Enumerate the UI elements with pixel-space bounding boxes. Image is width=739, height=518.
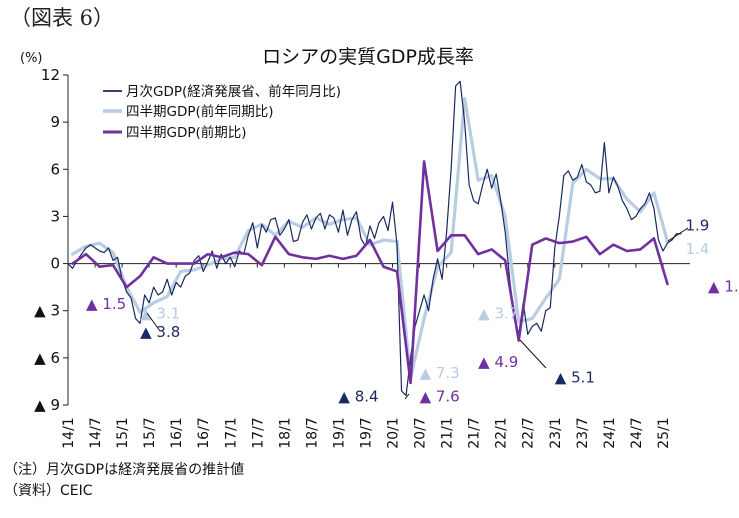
data-label: ▲ 3.7 <box>478 304 518 322</box>
x-tick-label: 14/1 <box>61 417 77 448</box>
x-tick-label: 15/1 <box>115 417 131 448</box>
data-label: ▲ 1.3 <box>708 278 739 296</box>
x-tick-label: 21/7 <box>467 417 483 448</box>
annotation-leader <box>146 312 161 332</box>
legend-label-quarterly_yoy: 四半期GDP(前年同期比) <box>126 103 274 120</box>
chart-title: ロシアの実質GDP成長率 <box>262 46 474 68</box>
x-tick-label: 17/7 <box>250 417 266 448</box>
series-line-quarterly_qoq <box>71 160 669 385</box>
series-line-monthly <box>67 80 682 397</box>
data-label: ▲ 4.9 <box>478 353 518 371</box>
x-tick-label: 25/1 <box>656 417 672 448</box>
legend-label-monthly: 月次GDP(経済発展省、前年同月比) <box>126 83 341 100</box>
data-label: ▲ 7.6 <box>420 388 460 406</box>
note-text: （注）月次GDPは経済発展省の推計値 <box>4 462 245 478</box>
x-tick-label: 17/1 <box>223 417 239 448</box>
x-tick-label: 23/7 <box>575 417 591 448</box>
figure-label: （図表 6） <box>10 6 115 30</box>
data-label: ▲ 1.5 <box>86 295 126 313</box>
axes: 12 9 6 3 0 ▲ 3 ▲ 6 ▲ 914/1 14/7 15/1 15/7 16/1 16/7 1… <box>34 66 690 449</box>
x-tick-label: 16/7 <box>196 417 212 448</box>
annotations: ▲ 1.5 ▲ 3.1▲ 3.8 ▲ 8.4 ▲ 7.3 ▲ 7.6 ▲ 3.7 ▲ 4.9… <box>86 216 739 405</box>
y-tick-label: 9 <box>50 113 60 131</box>
x-tick-label: 23/1 <box>548 417 564 448</box>
data-label: ▲ 7.3 <box>420 364 460 382</box>
x-tick-label: 24/7 <box>629 417 645 448</box>
x-tick-label: 22/7 <box>521 417 537 448</box>
legend-label-quarterly_qoq: 四半期GDP(前期比) <box>126 124 247 141</box>
x-tick-label: 18/7 <box>304 417 320 448</box>
x-tick-label: 24/1 <box>602 417 618 448</box>
data-label: ▲ 3.8 <box>140 323 180 341</box>
y-tick-label: ▲ 9 <box>34 396 60 414</box>
x-tick-label: 21/1 <box>440 417 456 448</box>
data-label: ▲ 3.1 <box>140 304 180 322</box>
y-tick-label: 6 <box>50 160 60 178</box>
series-layer <box>67 80 682 397</box>
source-text: （資料）CEIC <box>4 483 93 499</box>
x-tick-label: 14/7 <box>88 417 104 448</box>
data-label: 1.9 <box>685 216 709 234</box>
legend: 月次GDP(経済発展省、前年同月比) 四半期GDP(前年同期比) 四半期GDP(前期… <box>103 83 341 141</box>
y-tick-label: 3 <box>50 207 60 225</box>
data-label: 1.4 <box>685 240 709 258</box>
x-tick-label: 20/1 <box>386 417 402 448</box>
y-tick-label: ▲ 3 <box>34 302 60 320</box>
series-line-quarterly_yoy <box>70 96 670 380</box>
data-label: ▲ 5.1 <box>555 369 595 387</box>
x-tick-label: 15/7 <box>142 417 158 448</box>
x-tick-label: 18/1 <box>277 417 293 448</box>
x-tick-label: 19/7 <box>358 417 374 448</box>
notes: （注）月次GDPは経済発展省の推計値 （資料）CEIC <box>4 460 244 502</box>
y-tick-label: 12 <box>41 66 60 84</box>
x-tick-label: 22/1 <box>494 417 510 448</box>
annotation-leader <box>519 339 547 369</box>
annotation-leader <box>404 393 410 400</box>
data-label: ▲ 8.4 <box>338 388 378 406</box>
y-tick-label: ▲ 6 <box>34 349 60 367</box>
x-tick-label: 19/1 <box>331 417 347 448</box>
annotation-leader <box>667 227 689 242</box>
x-tick-label: 20/7 <box>413 417 429 448</box>
y-tick-label: 0 <box>50 255 60 273</box>
y-unit-label: (%) <box>20 51 43 66</box>
x-tick-label: 16/1 <box>169 417 185 448</box>
